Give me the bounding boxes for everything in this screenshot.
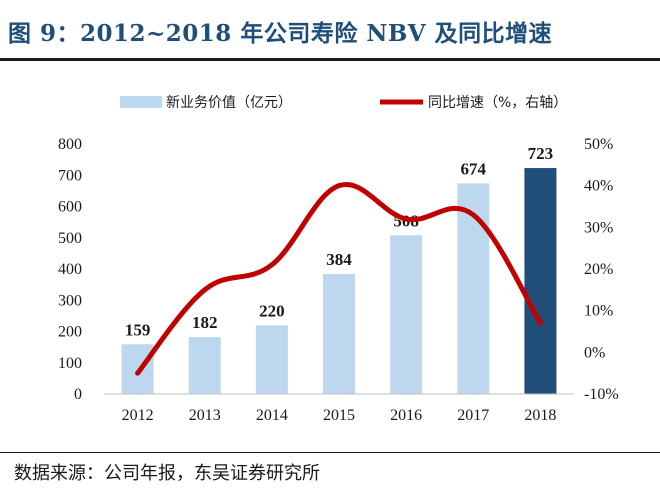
legend-label-line: 同比增速（%，右轴） xyxy=(428,95,567,111)
left-axis-tick-label: 200 xyxy=(58,324,82,341)
left-axis-tick-label: 400 xyxy=(58,261,82,278)
bar xyxy=(457,183,490,394)
left-axis-tick-label: 300 xyxy=(58,292,82,309)
bar-data-label: 220 xyxy=(259,301,285,320)
bar-data-label: 674 xyxy=(461,159,487,178)
bar-data-label: 384 xyxy=(326,250,352,269)
right-axis-tick-label: 30% xyxy=(584,219,613,236)
right-axis-tick-label: 10% xyxy=(584,303,613,320)
bar xyxy=(255,325,288,394)
plot-area: 0 100 200 300 400 500 600 700 800 -10% 0% 10% 20% 30%… xyxy=(58,136,619,424)
title-divider xyxy=(0,58,660,61)
right-axis-tick-label: 0% xyxy=(584,344,605,361)
bar-data-label: 723 xyxy=(528,144,554,163)
bar xyxy=(390,235,423,394)
left-axis-tick-label: 800 xyxy=(58,136,82,153)
legend-label-bar: 新业务价值（亿元） xyxy=(166,95,292,111)
x-axis-tick-label: 2012 xyxy=(122,407,154,424)
bar xyxy=(323,274,355,394)
left-axis-tick-label: 0 xyxy=(74,386,82,403)
nbv-chart: 新业务价值（亿元） 同比增速（%，右轴） 0 100 200 300 400 500 600… xyxy=(58,95,619,424)
right-axis-tick-label: 20% xyxy=(584,261,613,278)
right-axis-tick-label: 40% xyxy=(584,178,613,195)
bar xyxy=(188,337,221,394)
bar-data-label: 182 xyxy=(192,313,218,332)
left-axis-tick-label: 700 xyxy=(58,167,82,184)
source-divider xyxy=(0,452,660,453)
bar-data-label: 159 xyxy=(125,320,151,339)
x-axis-tick-label: 2015 xyxy=(323,407,355,424)
source-note: 数据来源：公司年报，东吴证券研究所 xyxy=(14,463,320,484)
right-axis-tick-label: 50% xyxy=(584,136,613,153)
x-axis-tick-label: 2016 xyxy=(390,407,422,424)
x-axis-tick-label: 2014 xyxy=(256,407,288,424)
right-axis-tick-label: -10% xyxy=(584,386,619,403)
x-axis-tick-label: 2018 xyxy=(524,407,556,424)
chart-title: 图 9：2012~2018 年公司寿险 NBV 及同比增速 xyxy=(8,20,553,47)
left-axis-tick-label: 500 xyxy=(58,230,82,247)
x-axis-tick-label: 2017 xyxy=(457,407,489,424)
left-axis-tick-label: 100 xyxy=(58,355,82,372)
bar xyxy=(524,168,557,394)
x-axis-tick-label: 2013 xyxy=(189,407,221,424)
legend-swatch-bar xyxy=(120,96,162,108)
growth-rate-line xyxy=(135,181,543,376)
left-axis-tick-label: 600 xyxy=(58,199,82,216)
chart-legend: 新业务价值（亿元） 同比增速（%，右轴） xyxy=(120,95,567,111)
